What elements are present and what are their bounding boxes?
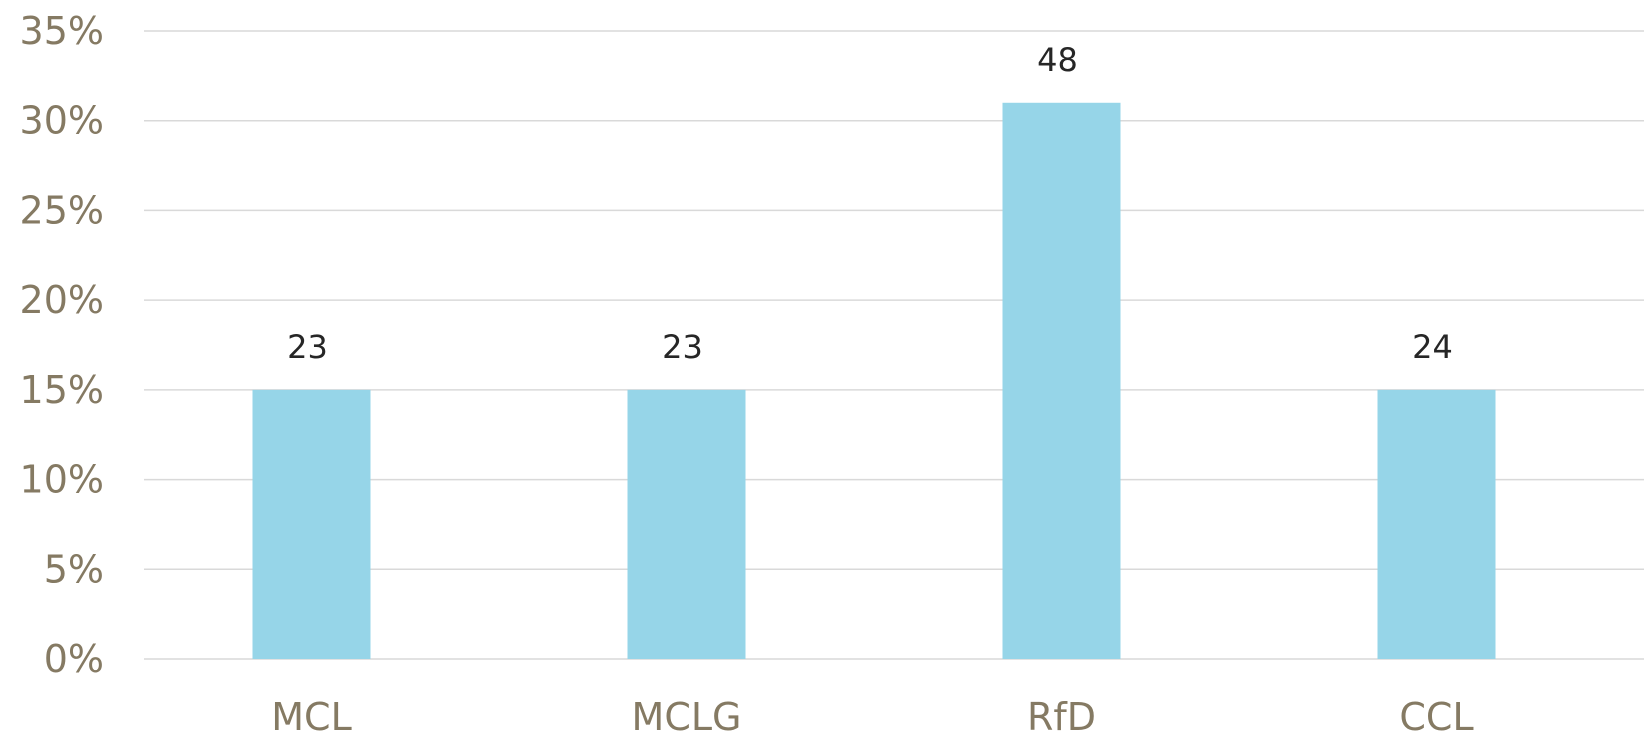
- bars: [252, 102, 1496, 660]
- data-label-rfd: 48: [1037, 41, 1078, 79]
- x-category-label-ccl: CCL: [1399, 695, 1473, 734]
- y-tick-label: 35%: [20, 9, 104, 53]
- data-label-mclg: 23: [662, 328, 703, 366]
- data-label-ccl: 24: [1412, 328, 1453, 366]
- data-labels: 23 23 48 24: [287, 41, 1453, 366]
- x-axis-categories: MCL MCLG RfD CCL: [271, 695, 1473, 734]
- bar-ccl: [1377, 389, 1496, 659]
- y-tick-label: 20%: [20, 278, 104, 322]
- y-tick-label: 10%: [20, 458, 104, 502]
- x-category-label-rfd: RfD: [1027, 695, 1096, 734]
- bar-rfd: [1002, 102, 1121, 660]
- y-tick-label: 15%: [20, 368, 104, 412]
- gridlines: [144, 30, 1644, 660]
- bar-mclg: [627, 389, 746, 659]
- y-tick-label: 25%: [20, 188, 104, 232]
- y-axis-ticks: 0% 5% 10% 15% 20% 25% 30% 35%: [20, 9, 104, 681]
- y-tick-label: 0%: [44, 637, 104, 681]
- y-tick-label: 5%: [44, 547, 104, 591]
- y-tick-label: 30%: [20, 99, 104, 143]
- x-category-label-mclg: MCLG: [632, 695, 742, 734]
- x-category-label-mcl: MCL: [271, 695, 352, 734]
- data-label-mcl: 23: [287, 328, 328, 366]
- bar-mcl: [252, 389, 371, 659]
